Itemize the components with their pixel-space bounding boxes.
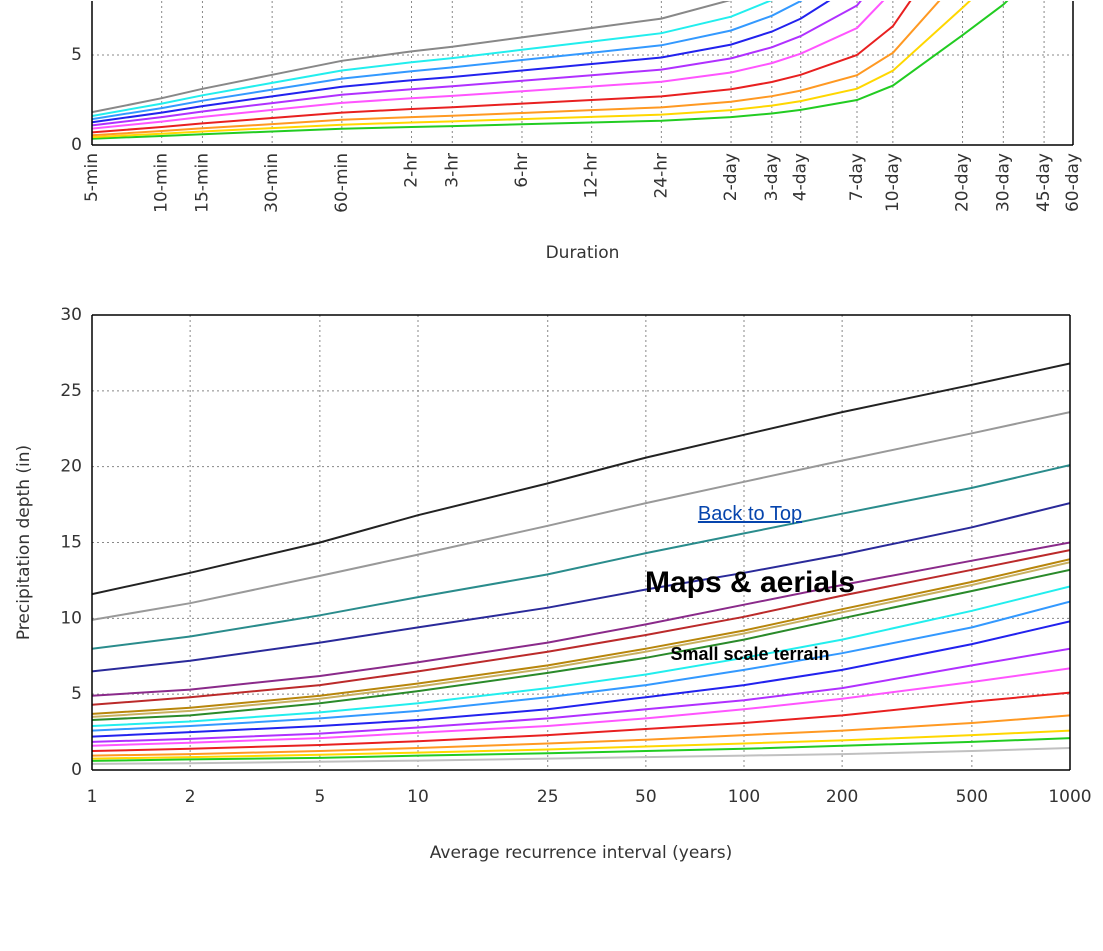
- back-to-top-link[interactable]: Back to Top: [697, 503, 803, 525]
- series-line: [92, 1, 972, 139]
- series-line: [92, 568, 1070, 721]
- x-tick-label: 6-hr: [512, 153, 532, 188]
- series-line: [92, 1, 731, 114]
- series-line: [92, 737, 1070, 762]
- series-line: [92, 714, 1070, 757]
- series-line: [92, 620, 1070, 738]
- series-line: [92, 585, 1070, 727]
- series-line: [92, 1, 912, 134]
- x-tick-label: 4-day: [791, 153, 811, 201]
- y-tick-label: 25: [60, 381, 82, 401]
- series-line: [92, 411, 1070, 621]
- series-line: [92, 549, 1070, 706]
- x-tick-label: 5: [314, 787, 325, 807]
- series-line: [92, 541, 1070, 697]
- series-line: [92, 502, 1070, 673]
- series-line: [92, 1, 885, 130]
- series-line: [92, 1, 803, 121]
- x-tick-label: 2-hr: [402, 153, 422, 188]
- plot-lines: [92, 1, 1009, 140]
- x-tick-label: 2: [185, 787, 196, 807]
- x-tick-label: 10: [407, 787, 429, 807]
- y-axis-label: Precipitation depth (in): [14, 445, 34, 640]
- x-axis-label: Duration: [546, 243, 620, 263]
- maps-heading: Maps & aerials: [644, 566, 856, 599]
- y-tick-label: 10: [60, 608, 82, 628]
- x-tick-label: 10-min: [152, 153, 172, 213]
- x-tick-label: 15-min: [192, 153, 212, 213]
- y-tick-label: 30: [60, 305, 82, 325]
- y-tick-label: 0: [71, 760, 82, 780]
- x-tick-label: 500: [956, 787, 988, 807]
- series-line: [92, 1, 831, 124]
- y-tick-label: 0: [71, 135, 82, 155]
- series-line: [92, 464, 1070, 650]
- x-tick-label: 7-day: [847, 153, 867, 201]
- x-tick-label: 24-hr: [651, 153, 671, 199]
- series-line: [92, 691, 1070, 752]
- x-tick-label: 60-min: [332, 153, 352, 213]
- x-tick-label: 30-day: [993, 153, 1013, 212]
- series-line: [92, 647, 1070, 743]
- series-line: [92, 600, 1070, 732]
- x-tick-label: 2-day: [721, 153, 741, 201]
- series-line: [92, 558, 1070, 715]
- series-line: [92, 561, 1070, 718]
- series-line: [92, 1, 862, 127]
- terrain-heading: Small scale terrain: [670, 644, 830, 664]
- x-tick-label: 25: [537, 787, 559, 807]
- y-tick-label: 5: [71, 684, 82, 704]
- x-tick-label: 12-hr: [582, 153, 602, 199]
- x-tick-label: 3-hr: [442, 153, 462, 188]
- plot-lines: [92, 362, 1070, 765]
- x-tick-label: 1: [87, 787, 98, 807]
- series-line: [92, 1, 941, 137]
- x-tick-label: 60-day: [1063, 153, 1083, 212]
- y-tick-label: 15: [60, 533, 82, 553]
- y-tick-label: 5: [71, 45, 82, 65]
- series-line: [92, 729, 1070, 760]
- series-line: [92, 362, 1070, 596]
- x-tick-label: 5-min: [82, 153, 102, 202]
- series-line: [92, 1, 773, 117]
- x-tick-label: 45-day: [1034, 153, 1054, 212]
- x-tick-label: 100: [728, 787, 760, 807]
- x-tick-label: 50: [635, 787, 657, 807]
- x-tick-label: 1000: [1048, 787, 1091, 807]
- x-tick-label: 3-day: [762, 153, 782, 201]
- x-axis-label: Average recurrence interval (years): [430, 843, 732, 863]
- y-tick-label: 20: [60, 457, 82, 477]
- x-tick-label: 30-min: [262, 153, 282, 213]
- series-line: [92, 747, 1070, 765]
- x-tick-label: 20-day: [953, 153, 973, 212]
- series-line: [92, 667, 1070, 747]
- series-line: [92, 1, 1009, 140]
- x-tick-label: 200: [826, 787, 858, 807]
- x-tick-label: 10-day: [883, 153, 903, 212]
